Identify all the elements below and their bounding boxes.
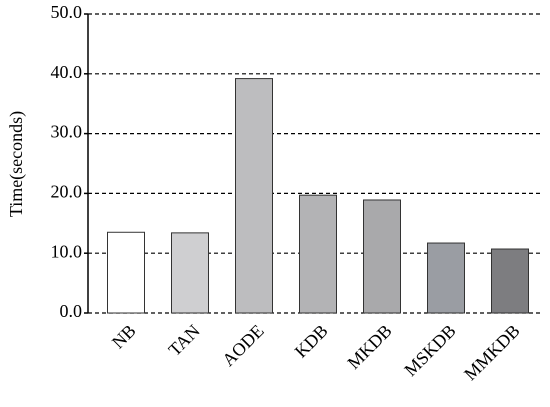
- y-tick-label: 20.0: [51, 182, 83, 202]
- y-tick-label: 0.0: [60, 301, 83, 321]
- x-tick-label: MMKDB: [460, 321, 524, 385]
- bar: [235, 78, 273, 314]
- x-tick-label: TAN: [164, 321, 203, 360]
- x-tick-label: KDB: [291, 321, 332, 362]
- bar: [427, 242, 465, 314]
- bar: [363, 199, 401, 314]
- y-tick-label: 40.0: [51, 62, 83, 82]
- bar: [299, 194, 337, 314]
- y-axis-label: Time(seconds): [6, 111, 27, 217]
- x-tick-label: NB: [108, 321, 140, 353]
- y-tick-label: 10.0: [51, 241, 83, 261]
- x-tick-label: MSKDB: [400, 321, 459, 380]
- x-tick-label: MKDB: [343, 321, 395, 373]
- bar: [171, 232, 209, 314]
- bar: [491, 248, 529, 314]
- y-tick-label: 30.0: [51, 122, 83, 142]
- bar: [107, 231, 145, 314]
- y-tick-label: 50.0: [51, 2, 83, 22]
- x-tick-label: AODE: [218, 321, 267, 370]
